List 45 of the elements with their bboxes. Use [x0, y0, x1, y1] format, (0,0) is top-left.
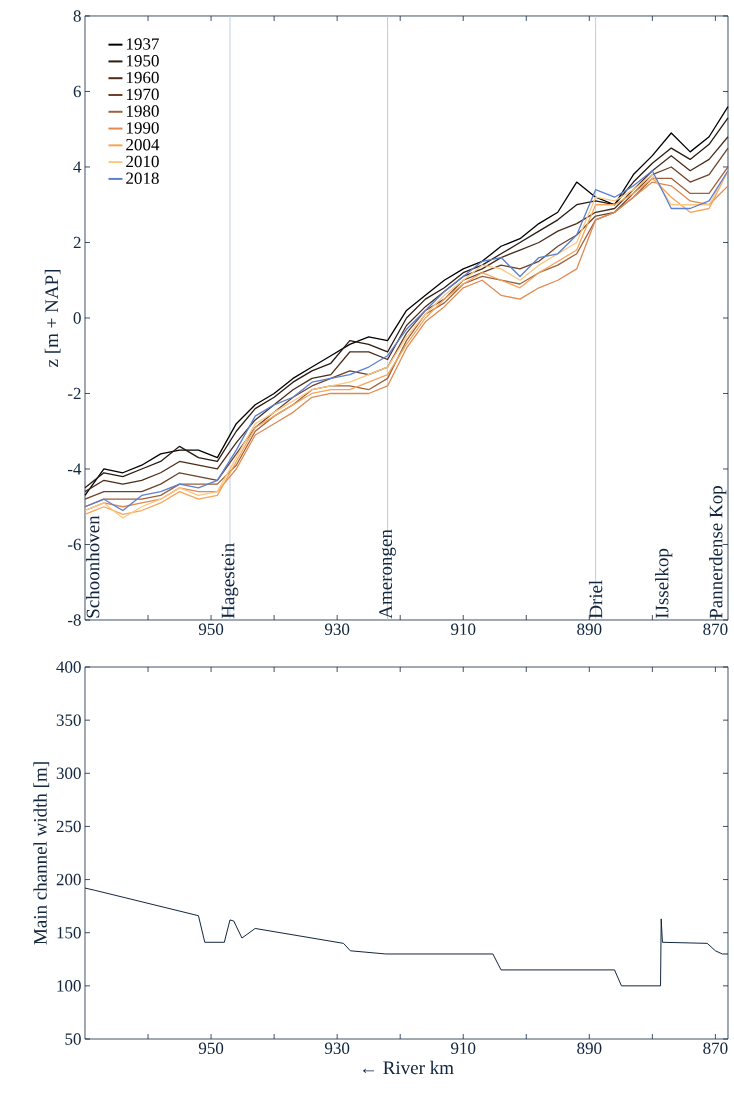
ref-line-label: Driel	[588, 580, 603, 619]
y-tick-label: 250	[56, 820, 81, 833]
annotation: IJsselkop	[655, 548, 673, 619]
legend-label: 2004	[126, 138, 160, 151]
legend-label: 2018	[126, 172, 159, 184]
annotation: Pannerdense Kop	[709, 486, 727, 619]
x-tick-label: 910	[451, 623, 476, 635]
y-axis-title: Main channel width [m]	[33, 762, 50, 945]
y-tick-label: 350	[56, 714, 81, 726]
y-tick-label: -6	[67, 538, 81, 551]
y-tick-label: 200	[56, 873, 81, 886]
y-tick-label: 8	[73, 10, 81, 22]
y-tick-label: -2	[67, 387, 81, 400]
legend-label: 1950	[126, 55, 159, 67]
x-tick-label: 910	[451, 1042, 476, 1054]
y-axis-title: z [m + NAP]	[44, 269, 61, 367]
y-tick-label: 100	[57, 980, 81, 992]
legend-label: 1980	[126, 105, 159, 117]
x-axis-title: ← River km	[362, 1060, 454, 1075]
annotation: Schoonhoven	[86, 515, 100, 618]
legend-label: 1970	[126, 88, 159, 101]
y-tick-label: 300	[56, 767, 81, 780]
ref-line-label: Amerongen	[379, 529, 396, 619]
legend-label: 1960	[126, 71, 159, 84]
y-tick-label: 2	[73, 236, 81, 249]
x-tick-label: 950	[198, 1042, 224, 1054]
x-tick-label: 870	[703, 623, 728, 635]
y-tick-label: 50	[65, 1033, 81, 1045]
legend-label: 1990	[126, 122, 159, 134]
ref-line-label: Hagestein	[221, 543, 239, 619]
y-tick-label: -8	[67, 614, 81, 626]
y-tick-label: 150	[57, 926, 81, 939]
x-tick-label: 870	[703, 1042, 728, 1054]
y-tick-label: 4	[73, 161, 82, 173]
x-tick-label: 930	[324, 1042, 350, 1054]
y-tick-label: -4	[67, 463, 82, 475]
legend-label: 1937	[126, 38, 159, 50]
legend-label: 2010	[126, 155, 159, 168]
y-tick-label: 400	[56, 661, 81, 673]
y-tick-label: 6	[73, 85, 81, 98]
y-tick-label: 0	[73, 312, 81, 324]
x-tick-label: 950	[198, 623, 224, 635]
x-tick-label: 930	[324, 623, 350, 635]
x-tick-label: 890	[577, 623, 602, 635]
x-tick-label: 890	[577, 1042, 602, 1054]
